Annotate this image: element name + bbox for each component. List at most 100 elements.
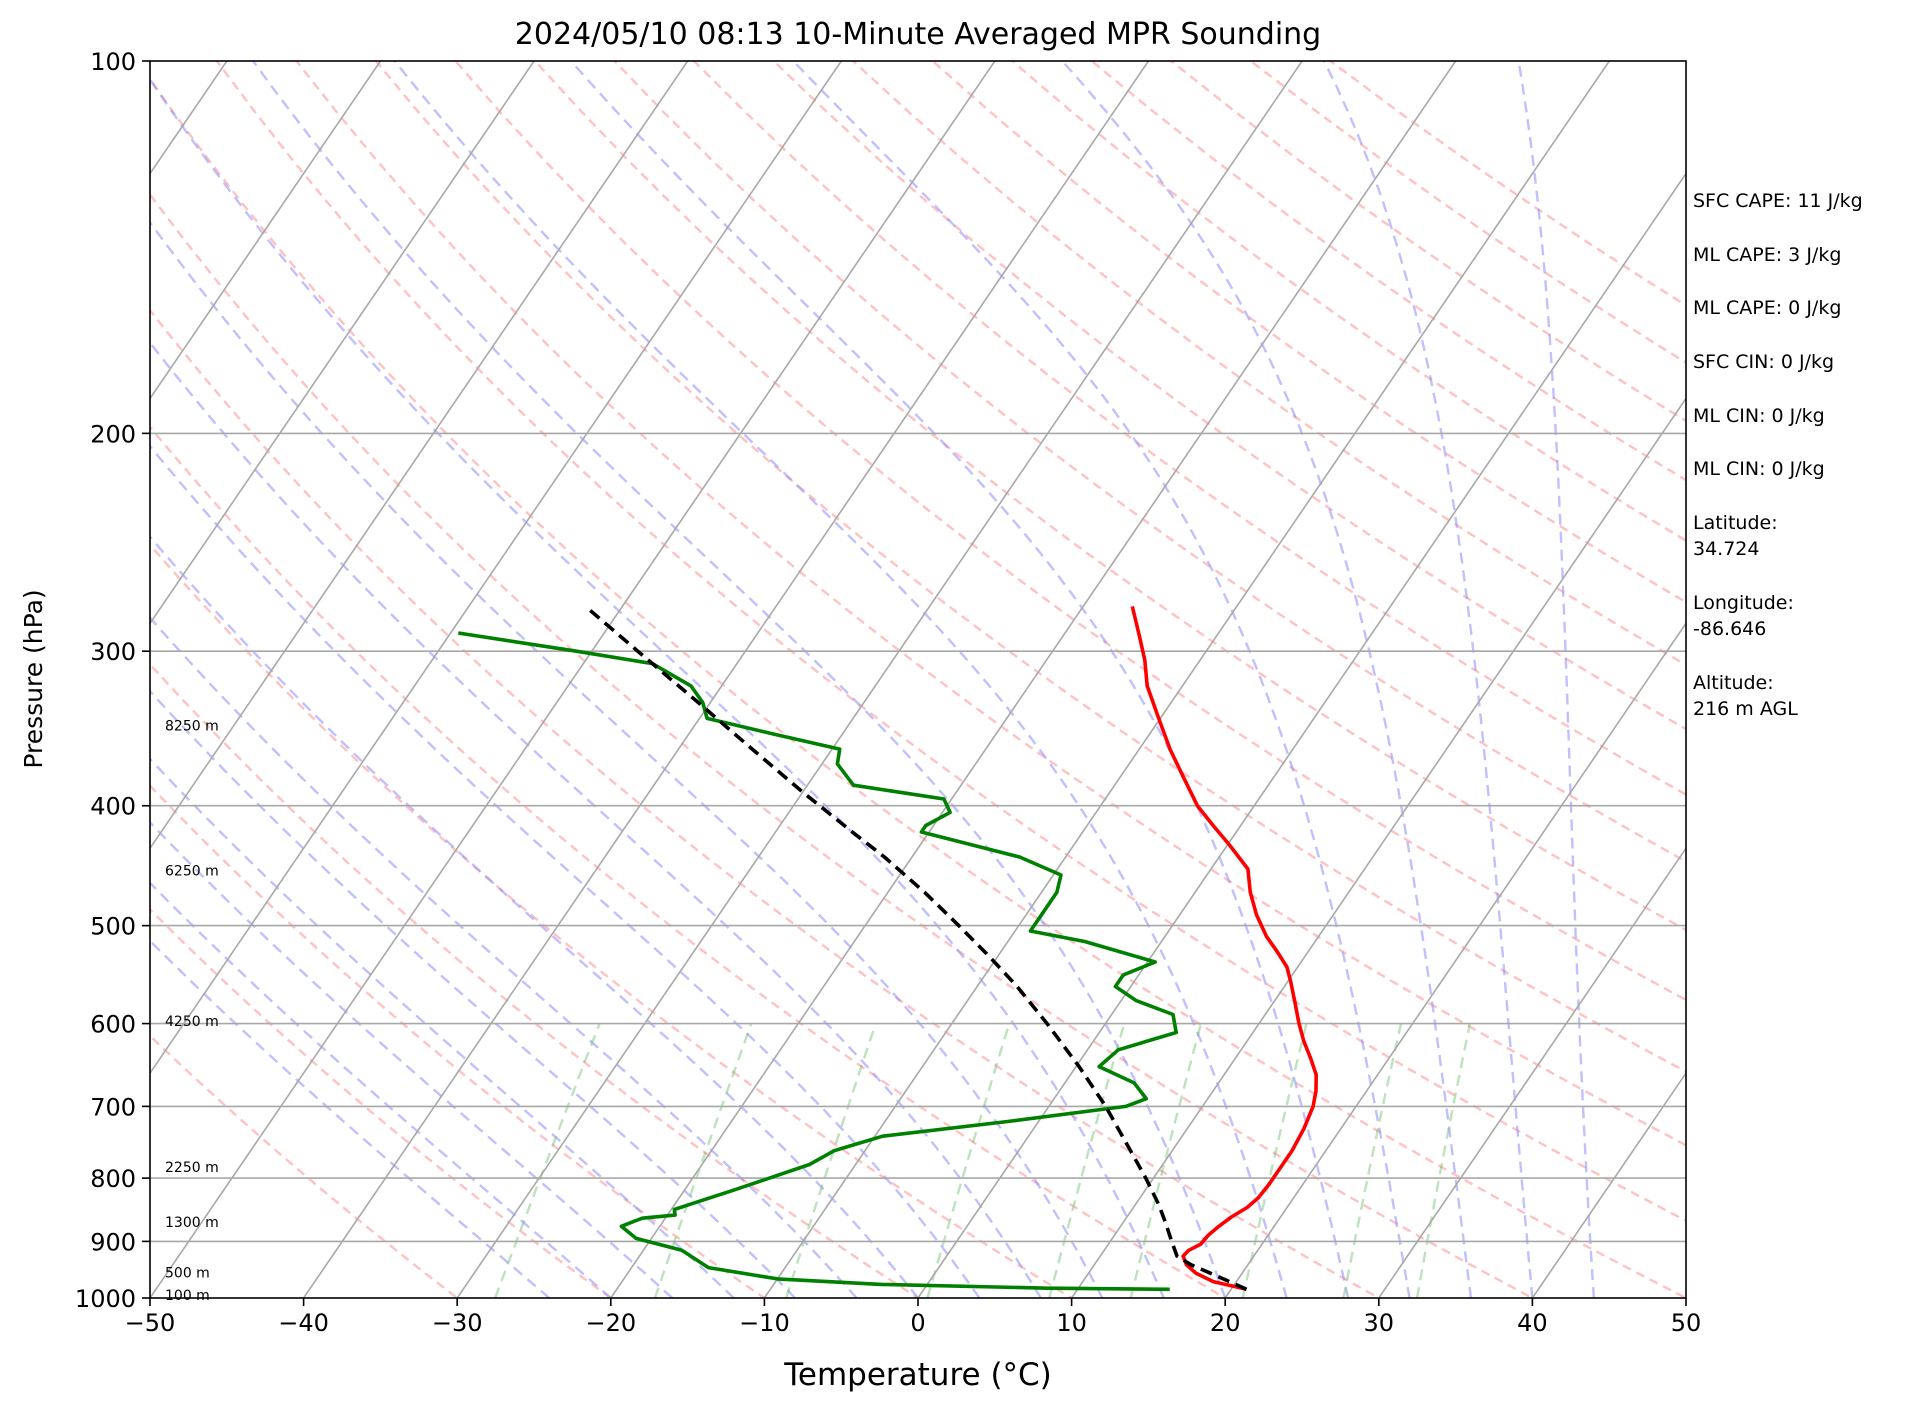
dry-adiabat-line [613,61,1686,863]
plot-frame [149,60,1687,1299]
dry-adiabat-line [454,61,1686,1002]
x-tick-label: 50 [1671,1309,1702,1337]
ml-cin-text-2: ML CIN: 0 J/kg [1693,458,1825,480]
dry-adiabat-line [150,1034,460,1298]
isotherm-line [150,61,996,1298]
moist-adiabat-line [393,61,1288,1298]
isotherm-line [150,61,382,400]
moist-adiabat-line [150,220,1104,1298]
dry-adiabat-line [374,61,1686,1074]
moist-adiabat-line [792,61,1411,1298]
sfc-cin-text: SFC CIN: 0 J/kg [1693,351,1835,373]
mixing-ratio-line [926,1023,1011,1298]
height-label: 8250 m [165,718,219,734]
moist-adiabat-line [1061,61,1473,1298]
isotherm-line [302,61,1150,1298]
y-tick-label: 1000 [75,1285,136,1313]
y-tick-label: 900 [90,1228,136,1256]
y-tick-label: 200 [90,420,136,448]
longitude-text: Longitude: -86.646 [1693,592,1794,640]
x-tick-label: −40 [278,1309,329,1337]
moist-adiabat-line [150,77,1165,1298]
x-axis-ticks: −50 −40 −30 −20 −10 0 10 20 30 40 50 [125,1298,1702,1337]
moist-adiabat-line [1323,61,1534,1298]
x-tick-label: 0 [910,1309,925,1337]
parcel-path [584,605,1248,1291]
moist-adiabat-line [1517,61,1595,1298]
height-label: 1300 m [165,1215,219,1231]
x-tick-label: 10 [1056,1309,1087,1337]
isotherm-line [150,61,842,1075]
moist-adiabat-line [150,820,674,1298]
x-tick-label: −10 [739,1309,790,1337]
pressure-grid [150,432,1686,1243]
dry-adiabat-line [150,425,1228,1298]
moist-adiabat-line [150,444,981,1298]
x-tick-label: −20 [585,1309,636,1337]
x-tick-label: 40 [1517,1309,1548,1337]
dry-adiabat-line [150,662,921,1298]
y-axis-label: Pressure (hPa) [19,589,48,768]
y-tick-label: 300 [90,638,136,666]
moist-adiabat-line [150,689,796,1298]
height-label: 100 m [165,1288,210,1304]
dry-adiabat-line [215,61,1686,1222]
height-labels: 8250 m 6250 m 4250 m 2250 m 1300 m 500 m 100 m [165,718,219,1304]
isotherm-line [150,61,689,850]
isotherm-line [917,172,1686,1298]
height-label: 6250 m [165,863,219,879]
x-tick-label: −50 [125,1309,176,1337]
x-tick-label: −30 [432,1309,483,1337]
temperature-profile [1130,605,1318,1292]
dry-adiabat-line [150,543,1074,1298]
isotherm-line [1070,397,1686,1298]
moist-adiabat-line [252,61,1227,1298]
moist-adiabat-line [570,61,1350,1298]
ml-cape-text: ML CAPE: 3 J/kg [1693,244,1842,266]
mixing-ratio-line [1342,1023,1403,1298]
x-tick-label: 30 [1364,1309,1395,1337]
mixing-ratio-line [785,1023,877,1298]
isotherm-line [1378,846,1686,1298]
background-reference-lines [150,61,1686,1298]
dry-adiabat-line [693,61,1686,796]
moist-adiabat-line [150,881,612,1298]
y-axis-ticks: 100 200 300 400 500 600 700 800 900 1000 [75,48,150,1313]
height-label: 2250 m [165,1160,219,1176]
dry-adiabat-line [150,907,613,1298]
isotherm-line [763,61,1610,1298]
moist-adiabat-line [150,340,1042,1298]
y-tick-label: 400 [90,793,136,821]
x-axis-label: Temperature (°C) [783,1357,1052,1393]
height-label: 4250 m [165,1014,219,1030]
mixing-ratio-line [1048,1023,1126,1298]
y-tick-label: 100 [90,48,136,76]
mixing-ratio-line [1415,1023,1472,1298]
dry-adiabat-line [150,76,1686,1298]
isotherm-line [1224,621,1686,1298]
dry-adiabat-line [150,784,767,1298]
x-tick-label: 20 [1210,1309,1241,1337]
dry-adiabat-line [150,192,1535,1298]
dewpoint-profile [458,631,1178,1292]
isotherm-line [150,61,535,625]
ml-cape-text-2: ML CAPE: 0 J/kg [1693,297,1842,319]
y-tick-label: 600 [90,1011,136,1039]
sfc-cape-text: SFC CAPE: 11 J/kg [1693,190,1863,212]
y-tick-label: 500 [90,913,136,941]
dry-adiabat-line [295,61,1686,1147]
y-tick-label: 700 [90,1093,136,1121]
isotherm-line [456,61,1303,1298]
series-group [458,605,1318,1292]
dry-adiabat-line [534,61,1686,932]
isotherm-line [610,61,1457,1298]
y-tick-label: 800 [90,1165,136,1193]
altitude-text: Altitude: 216 m AGL [1693,672,1798,720]
moist-adiabat-line [150,939,551,1298]
isotherm-line [1531,1071,1686,1298]
moist-adiabat-line [150,534,919,1298]
mixing-ratio-line [1129,1023,1203,1298]
height-label: 500 m [165,1265,210,1281]
dry-adiabat-line [150,308,1382,1298]
